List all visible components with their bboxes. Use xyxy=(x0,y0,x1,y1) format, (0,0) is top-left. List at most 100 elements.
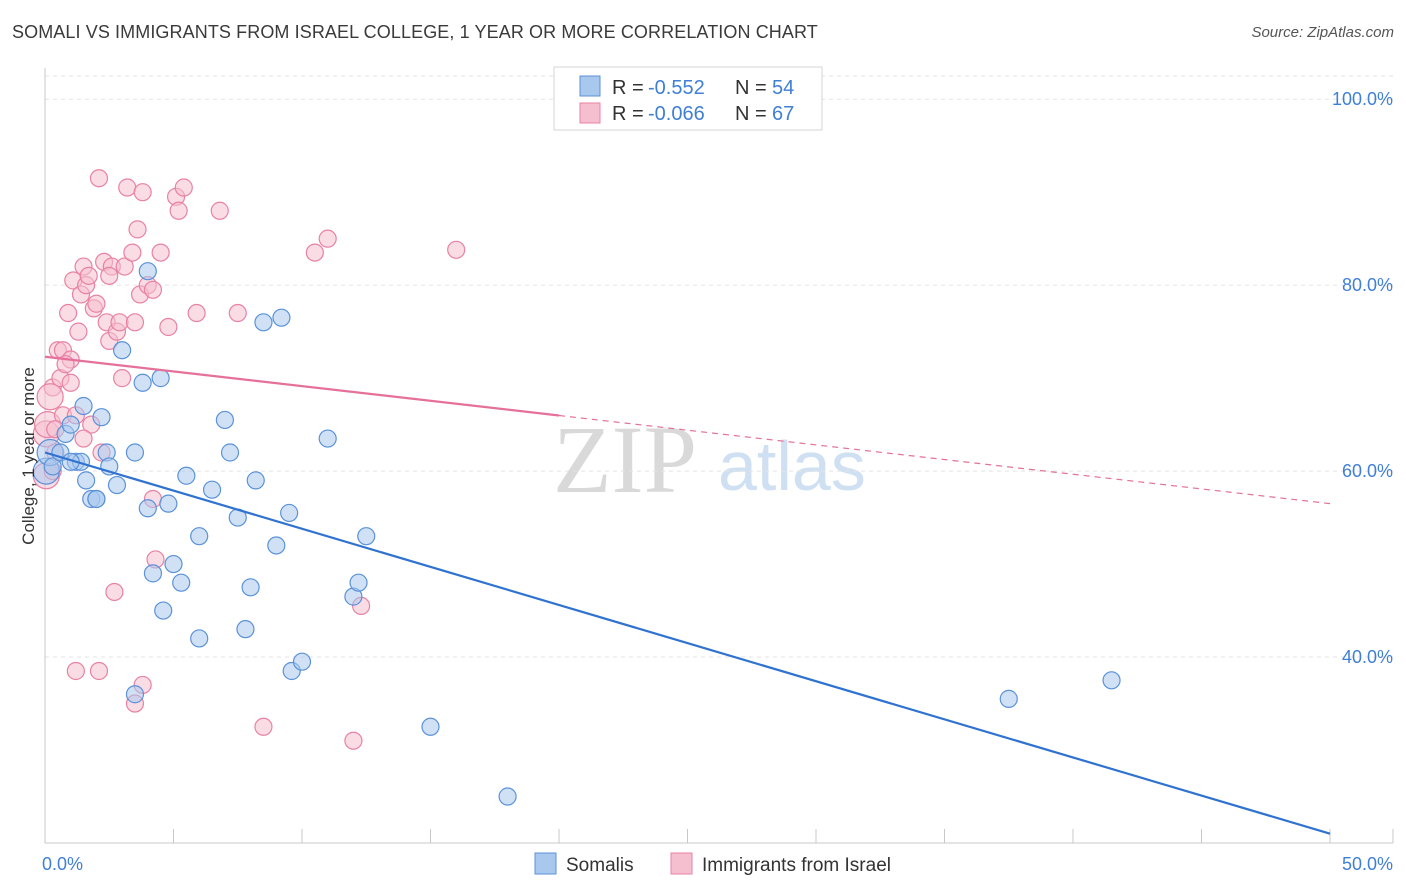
somali-point xyxy=(112,341,132,360)
y-tick-label: 80.0% xyxy=(1342,275,1393,295)
israel-point xyxy=(187,303,206,323)
somali-point xyxy=(133,373,152,392)
gridlines xyxy=(45,75,1393,658)
somali-point xyxy=(220,443,240,462)
somali-point xyxy=(77,471,96,490)
israel-point xyxy=(174,178,193,197)
israel-point xyxy=(87,294,106,313)
israel-point xyxy=(118,178,137,197)
series-somalis xyxy=(32,262,1121,806)
israel-point xyxy=(159,317,178,337)
israel-point xyxy=(115,257,134,276)
somali-point xyxy=(280,503,299,523)
trend-lines xyxy=(44,355,1331,835)
israel-point xyxy=(100,266,119,285)
somali-point xyxy=(177,466,196,485)
somali-point xyxy=(292,652,312,671)
legend-r-value-somalis: -0.552 xyxy=(648,77,705,99)
trend-line-somalis xyxy=(44,451,1331,835)
somali-point xyxy=(254,313,273,332)
y-tick-label: 60.0% xyxy=(1342,461,1393,481)
somali-point xyxy=(246,471,265,490)
somali-point xyxy=(125,443,145,462)
israel-point xyxy=(66,661,85,681)
israel-point xyxy=(74,429,93,448)
somali-point xyxy=(74,396,93,416)
somali-point xyxy=(236,620,255,639)
somali-point xyxy=(107,475,127,495)
somali-point xyxy=(215,410,234,430)
chart-title: SOMALI VS IMMIGRANTS FROM ISRAEL COLLEGE… xyxy=(12,22,818,42)
somali-point xyxy=(190,629,209,648)
trend-line-israel-dashed xyxy=(558,414,1331,505)
somali-point xyxy=(138,499,157,518)
bottom-legend-swatch-israel xyxy=(670,852,693,875)
israel-point xyxy=(228,303,247,323)
israel-point xyxy=(125,313,145,332)
israel-point xyxy=(210,201,229,220)
israel-point xyxy=(151,243,170,262)
israel-point xyxy=(143,280,163,299)
israel-point xyxy=(36,383,64,411)
israel-point xyxy=(89,661,109,681)
israel-point xyxy=(112,369,132,388)
somali-point xyxy=(267,536,286,555)
legend-n-value-israel: 67 xyxy=(772,103,794,125)
somali-point xyxy=(349,573,368,592)
legend-swatch-somalis xyxy=(579,75,601,97)
trend-line-israel-solid xyxy=(44,355,560,417)
israel-point xyxy=(59,303,78,323)
israel-point xyxy=(447,240,466,259)
somali-point xyxy=(190,527,209,546)
israel-point xyxy=(89,169,109,188)
somali-point xyxy=(421,717,440,736)
somali-point xyxy=(172,573,191,592)
israel-point xyxy=(169,201,188,220)
y-tick-label: 40.0% xyxy=(1342,647,1393,667)
israel-point xyxy=(61,373,80,392)
israel-point xyxy=(79,266,98,285)
somali-point xyxy=(151,369,170,388)
somali-point xyxy=(1102,671,1121,690)
legend-r-label-israel: R = xyxy=(612,103,644,125)
series-immigrants-from-israel xyxy=(32,169,466,750)
legend-r-label-somalis: R = xyxy=(612,77,644,99)
somali-point xyxy=(92,408,111,427)
israel-point xyxy=(254,717,273,736)
israel-point xyxy=(123,243,142,262)
legend-swatch-israel xyxy=(579,102,601,124)
somali-point xyxy=(498,787,517,806)
somali-point xyxy=(202,480,222,499)
israel-point xyxy=(128,220,147,239)
israel-point xyxy=(69,322,88,341)
somali-point xyxy=(999,689,1018,708)
bottom-legend-label-somalis: Somalis xyxy=(566,855,634,876)
legend-n-label-somalis: N = xyxy=(735,77,767,99)
y-tick-labels: 40.0% 60.0% 80.0% 100.0% xyxy=(1332,89,1393,667)
legend-n-value-somalis: 54 xyxy=(772,77,794,99)
somali-point xyxy=(138,262,157,281)
somali-point xyxy=(154,601,173,620)
legend-n-label-israel: N = xyxy=(735,103,767,125)
y-axis-title: College, 1 year or more xyxy=(19,367,38,545)
israel-point xyxy=(105,582,124,602)
y-tick-label: 100.0% xyxy=(1332,89,1393,109)
israel-point xyxy=(133,183,152,202)
somali-point xyxy=(241,578,260,597)
bottom-legend: Somalis Immigrants from Israel xyxy=(534,852,891,876)
somali-point xyxy=(272,308,291,327)
legend: R = -0.552 N = 54 R = -0.066 N = 67 xyxy=(553,66,823,131)
israel-point xyxy=(344,731,363,750)
source-credit: Source: ZipAtlas.com xyxy=(1251,24,1394,41)
bottom-legend-label-israel: Immigrants from Israel xyxy=(702,855,891,876)
somali-point xyxy=(125,685,145,704)
israel-point xyxy=(318,229,337,248)
somali-point xyxy=(43,457,62,476)
somali-point xyxy=(164,554,183,574)
somali-point xyxy=(143,564,163,583)
somali-point xyxy=(357,527,376,546)
israel-point xyxy=(305,243,324,262)
somali-point xyxy=(159,494,178,513)
watermark-zip: ZIP xyxy=(553,406,697,513)
